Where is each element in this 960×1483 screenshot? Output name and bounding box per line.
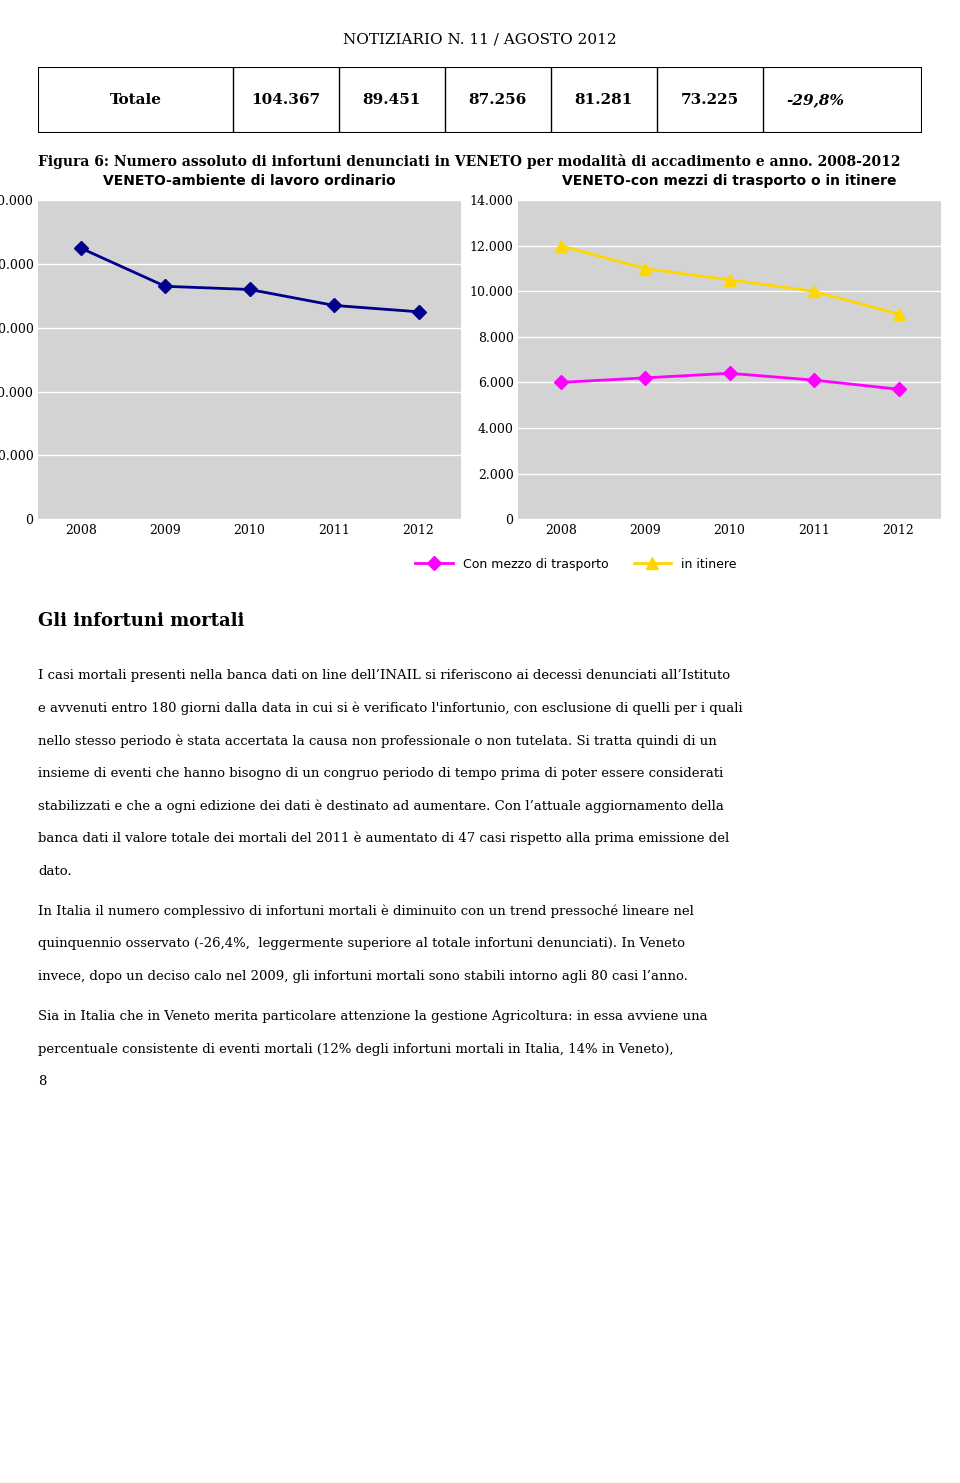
Text: Gli infortuni mortali: Gli infortuni mortali xyxy=(38,612,245,630)
Text: Totale: Totale xyxy=(109,93,161,107)
Text: In Italia il numero complessivo di infortuni mortali è diminuito con un trend pr: In Italia il numero complessivo di infor… xyxy=(38,905,694,918)
FancyBboxPatch shape xyxy=(38,67,922,133)
Text: banca dati il valore totale dei mortali del 2011 è aumentato di 47 casi rispetto: banca dati il valore totale dei mortali … xyxy=(38,832,730,845)
Legend: Con mezzo di trasporto, in itinere: Con mezzo di trasporto, in itinere xyxy=(411,553,741,575)
Text: Sia in Italia che in Veneto merita particolare attenzione la gestione Agricoltur: Sia in Italia che in Veneto merita parti… xyxy=(38,1010,708,1023)
Text: stabilizzati e che a ogni edizione dei dati è destinato ad aumentare. Con l’attu: stabilizzati e che a ogni edizione dei d… xyxy=(38,799,724,813)
Text: e avvenuti entro 180 giorni dalla data in cui si è verificato l'infortunio, con : e avvenuti entro 180 giorni dalla data i… xyxy=(38,701,743,715)
Text: 104.367: 104.367 xyxy=(252,93,321,107)
Text: 81.281: 81.281 xyxy=(574,93,633,107)
Text: 87.256: 87.256 xyxy=(468,93,527,107)
Text: dato.: dato. xyxy=(38,865,72,878)
Text: -29,8%: -29,8% xyxy=(786,93,845,107)
Text: 73.225: 73.225 xyxy=(681,93,738,107)
Text: Figura 6: Numero assoluto di infortuni denunciati in VENETO per modalità di acca: Figura 6: Numero assoluto di infortuni d… xyxy=(38,154,900,169)
Text: I casi mortali presenti nella banca dati on line dell’INAIL si riferiscono ai de: I casi mortali presenti nella banca dati… xyxy=(38,669,731,682)
Text: quinquennio osservato (-26,4%,  leggermente superiore al totale infortuni denunc: quinquennio osservato (-26,4%, leggermen… xyxy=(38,937,685,951)
Text: invece, dopo un deciso calo nel 2009, gli infortuni mortali sono stabili intorno: invece, dopo un deciso calo nel 2009, gl… xyxy=(38,970,688,983)
Text: 8: 8 xyxy=(38,1075,47,1089)
Text: VENETO-ambiente di lavoro ordinario: VENETO-ambiente di lavoro ordinario xyxy=(104,175,396,188)
Text: VENETO-con mezzi di trasporto o in itinere: VENETO-con mezzi di trasporto o in itine… xyxy=(563,175,897,188)
Text: percentuale consistente di eventi mortali (12% degli infortuni mortali in Italia: percentuale consistente di eventi mortal… xyxy=(38,1043,674,1056)
Text: NOTIZIARIO N. 11 / AGOSTO 2012: NOTIZIARIO N. 11 / AGOSTO 2012 xyxy=(343,33,617,46)
Text: 89.451: 89.451 xyxy=(363,93,420,107)
Text: insieme di eventi che hanno bisogno di un congruo periodo di tempo prima di pote: insieme di eventi che hanno bisogno di u… xyxy=(38,767,724,780)
Text: nello stesso periodo è stata accertata la causa non professionale o non tutelata: nello stesso periodo è stata accertata l… xyxy=(38,734,717,747)
